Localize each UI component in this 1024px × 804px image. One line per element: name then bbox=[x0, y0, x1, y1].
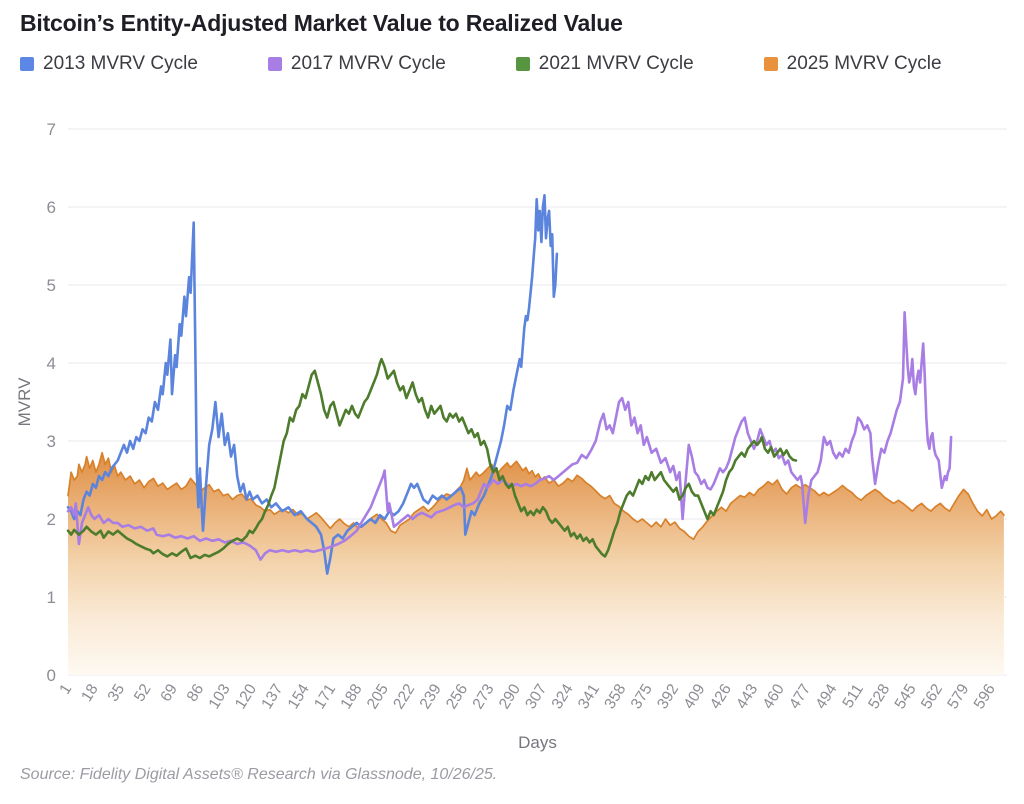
y-axis-tick-label: 0 bbox=[47, 666, 56, 685]
x-axis-tick-label: 307 bbox=[522, 681, 550, 712]
series-line-2017-mvrv-cycle bbox=[66, 310, 953, 561]
x-axis-tick-label: 1 bbox=[56, 681, 75, 697]
x-axis-tick-label: 273 bbox=[469, 681, 497, 712]
y-axis-title: MVRV bbox=[15, 377, 34, 426]
legend-swatch-icon bbox=[515, 57, 530, 71]
x-axis-tick-label: 86 bbox=[184, 681, 208, 705]
x-axis-tick-label: 205 bbox=[364, 681, 392, 712]
x-axis-tick-label: 103 bbox=[206, 681, 234, 712]
x-axis-tick-label: 256 bbox=[443, 681, 471, 712]
x-axis-tick-label: 409 bbox=[681, 681, 709, 712]
x-axis-tick-label: 154 bbox=[285, 681, 313, 712]
x-axis-tick-label: 545 bbox=[892, 681, 920, 712]
series-area-2025-mvrv-cycle bbox=[68, 452, 1004, 675]
x-axis-tick-label: 562 bbox=[918, 681, 946, 712]
x-axis-tick-label: 188 bbox=[338, 681, 366, 712]
x-axis-tick-label: 69 bbox=[157, 681, 181, 705]
x-axis-tick-label: 120 bbox=[232, 681, 260, 712]
legend-label: 2021 MVRV Cycle bbox=[538, 53, 694, 74]
x-axis-tick-label: 18 bbox=[78, 681, 102, 705]
x-axis-tick-label: 443 bbox=[733, 681, 761, 712]
y-axis-tick-label: 1 bbox=[47, 588, 56, 607]
x-axis-tick-label: 35 bbox=[105, 681, 129, 705]
legend-item-2013-mvrv-cycle: 2013 MVRV Cycle bbox=[20, 53, 198, 75]
x-axis-tick-label: 477 bbox=[786, 681, 814, 712]
x-axis-tick-label: 222 bbox=[390, 681, 418, 712]
series-line-2021-mvrv-cycle bbox=[66, 357, 798, 560]
x-axis-tick-label: 460 bbox=[760, 681, 788, 712]
x-axis-tick-label: 528 bbox=[865, 681, 893, 712]
y-axis-tick-label: 6 bbox=[47, 198, 56, 217]
legend-label: 2017 MVRV Cycle bbox=[290, 53, 446, 74]
source-note: Source: Fidelity Digital Assets® Researc… bbox=[20, 766, 498, 783]
chart-legend: 2013 MVRV Cycle 2017 MVRV Cycle 2021 MVRV … bbox=[20, 53, 942, 75]
x-axis-tick-label: 52 bbox=[131, 681, 155, 705]
x-axis-tick-label: 511 bbox=[839, 681, 867, 711]
legend-swatch-icon bbox=[20, 57, 34, 71]
legend-swatch-icon bbox=[763, 57, 778, 71]
x-axis-tick-label: 358 bbox=[601, 681, 629, 712]
y-axis-tick-label: 7 bbox=[47, 120, 56, 139]
x-axis-tick-label: 239 bbox=[417, 681, 445, 712]
x-axis-tick-label: 375 bbox=[628, 681, 656, 712]
x-axis-tick-label: 290 bbox=[496, 681, 524, 712]
legend-label: 2025 MVRV Cycle bbox=[786, 53, 942, 74]
x-axis-tick-label: 494 bbox=[812, 681, 840, 712]
legend-item-2025-mvrv-cycle: 2025 MVRV Cycle bbox=[763, 53, 942, 75]
x-axis-tick-label: 596 bbox=[971, 681, 999, 712]
x-axis-tick-label: 392 bbox=[654, 681, 682, 712]
x-axis-tick-label: 171 bbox=[311, 681, 339, 712]
legend-item-2021-mvrv-cycle: 2021 MVRV Cycle bbox=[515, 53, 694, 75]
x-axis-tick-label: 426 bbox=[707, 681, 735, 712]
y-axis-tick-label: 2 bbox=[47, 510, 56, 529]
series-line-2013-mvrv-cycle bbox=[66, 194, 559, 575]
x-axis-tick-label: 137 bbox=[258, 681, 286, 712]
x-axis-tick-label: 341 bbox=[575, 681, 603, 712]
x-axis-tick-label: 324 bbox=[549, 681, 577, 712]
legend-item-2017-mvrv-cycle: 2017 MVRV Cycle bbox=[267, 53, 446, 75]
legend-swatch-icon bbox=[267, 57, 282, 71]
page-title: Bitcoin’s Entity-Adjusted Market Value t… bbox=[20, 10, 623, 36]
y-axis-tick-label: 4 bbox=[47, 354, 56, 373]
legend-label: 2013 MVRV Cycle bbox=[43, 53, 198, 74]
x-axis-tick-label: 579 bbox=[944, 681, 972, 712]
y-axis-tick-label: 5 bbox=[47, 276, 56, 295]
x-axis-title: Days bbox=[518, 733, 557, 752]
y-axis-tick-label: 3 bbox=[47, 432, 56, 451]
